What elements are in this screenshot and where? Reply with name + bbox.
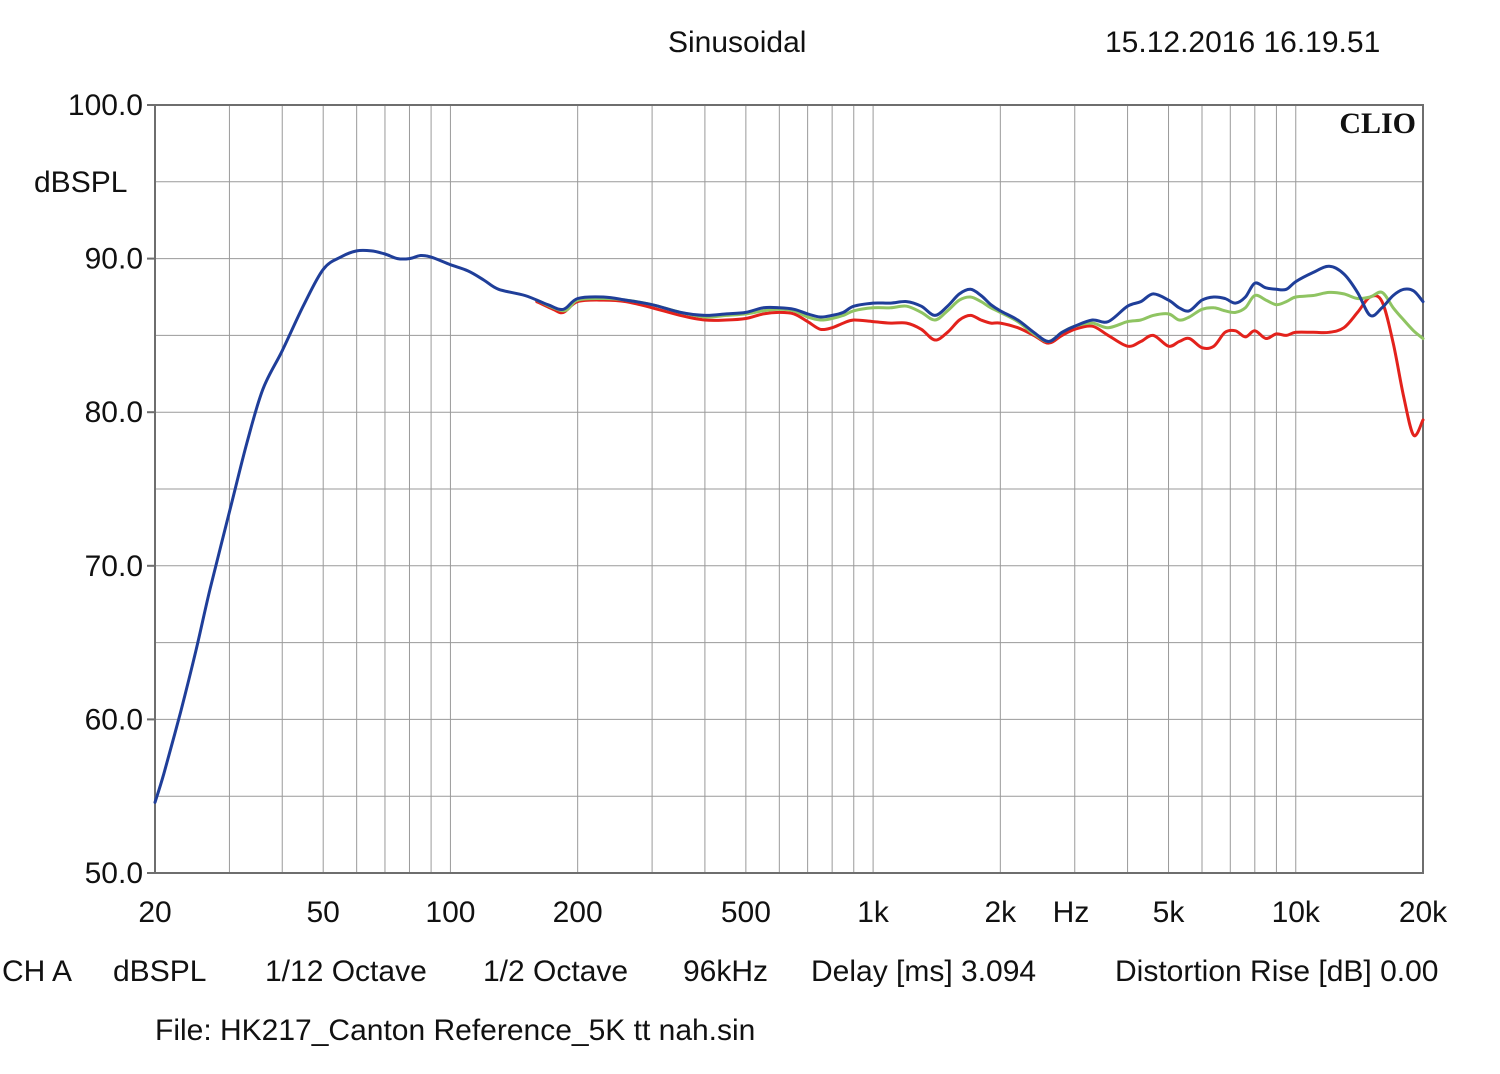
samplerate-label: 96kHz <box>683 955 769 988</box>
x-tick-label: 5k <box>1153 896 1186 929</box>
y-tick-label: 100.0 <box>68 89 143 122</box>
series-line-3 <box>535 294 1425 438</box>
window-label: 1/2 Octave <box>483 955 629 988</box>
timestamp-label: 15.12.2016 16.19.51 <box>1105 26 1381 59</box>
grid <box>155 105 1423 873</box>
distortion-label: Distortion Rise [dB] 0.00 <box>1115 955 1439 988</box>
y-tick-label: 70.0 <box>85 550 143 583</box>
x-tick-label: 1k <box>857 896 890 929</box>
channel-label: CH A <box>2 955 73 988</box>
smoothing-label: 1/12 Octave <box>265 955 427 988</box>
chart-mode-label: Sinusoidal <box>668 26 807 59</box>
series-layer <box>153 248 1425 804</box>
x-tick-label: 100 <box>425 896 475 929</box>
series-line-1 <box>153 248 1425 804</box>
x-tick-label: 50 <box>307 896 340 929</box>
y-tick-label: 90.0 <box>85 243 143 276</box>
plot-frame <box>154 104 1424 874</box>
x-tick-label: 2k <box>984 896 1017 929</box>
delay-label: Delay [ms] 3.094 <box>811 955 1037 988</box>
x-tick-label: 10k <box>1272 896 1321 929</box>
y-tick-label: 60.0 <box>85 703 143 736</box>
x-tick-label: 20k <box>1399 896 1448 929</box>
y-axis-label: dBSPL <box>34 166 127 199</box>
unit-label: dBSPL <box>113 955 207 988</box>
file-name: File: HK217_Canton Reference_5K tt nah.s… <box>155 1014 756 1047</box>
x-axis: 20 50 100 200 500 1k 2k 5k 10k 20k <box>138 896 1448 929</box>
y-axis: 50.0 60.0 70.0 80.0 90.0 100.0 <box>68 89 155 890</box>
x-tick-label: 20 <box>138 896 171 929</box>
x-axis-label: Hz <box>1053 896 1090 929</box>
y-tick-label: 80.0 <box>85 396 143 429</box>
y-tick-label: 50.0 <box>85 857 143 890</box>
x-tick-label: 500 <box>721 896 771 929</box>
clio-logo: CLIO <box>1339 107 1416 140</box>
x-tick-label: 200 <box>553 896 603 929</box>
